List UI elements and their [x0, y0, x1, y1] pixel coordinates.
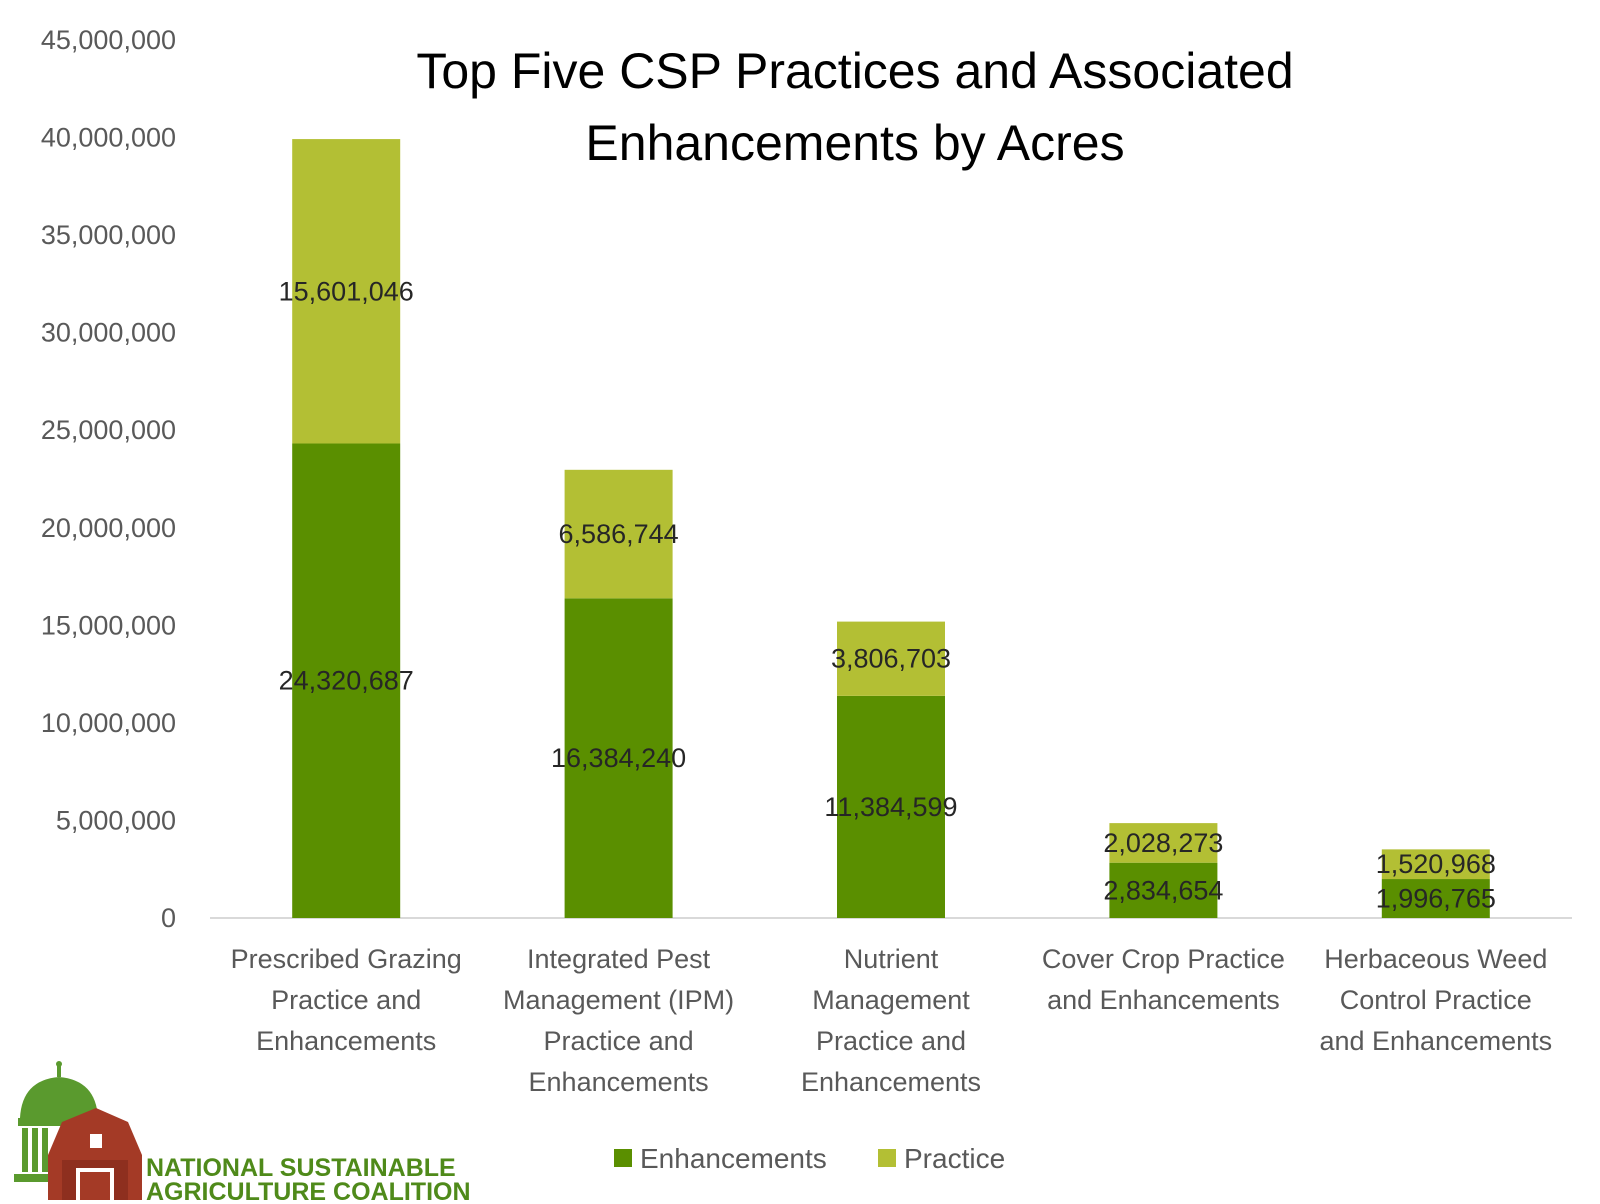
legend-item-practice: Practice [878, 1143, 1005, 1174]
y-axis: 0 5,000,000 10,000,000 15,000,000 20,000,000… [41, 25, 176, 933]
y-tick-label: 35,000,000 [41, 220, 176, 250]
bar-practice-5 [1381, 849, 1490, 880]
x-category-label-3: Nutrient [844, 944, 939, 974]
bar-enhancements-3 [837, 695, 945, 918]
x-categories: Prescribed Grazing Practice and Enhancemen… [231, 944, 1552, 1097]
y-tick-label: 10,000,000 [41, 708, 176, 738]
data-labels: 24,320,687 15,601,046 16,384,240 6,586,744 1… [279, 276, 1496, 913]
data-label-practice-2: 6,586,744 [559, 519, 679, 549]
x-category-label-5: Control Practice [1340, 985, 1532, 1015]
bar-enhancements-4 [1109, 862, 1218, 918]
x-category-label-1: Prescribed Grazing [231, 944, 462, 974]
y-tick-label: 45,000,000 [41, 25, 176, 55]
legend-item-enhancements: Enhancements [614, 1143, 827, 1174]
x-category-label-3: Enhancements [801, 1067, 981, 1097]
capitol-dome-icon [14, 1061, 100, 1182]
x-category-label-2: Practice and [544, 1026, 694, 1056]
bar-enhancements-5 [1381, 879, 1490, 918]
data-label-practice-3: 3,806,703 [831, 644, 951, 674]
y-tick-label: 40,000,000 [41, 123, 176, 153]
x-category-label-1: Practice and [271, 985, 421, 1015]
chart-title-line-2: Enhancements by Acres [585, 115, 1124, 171]
x-category-label-5: and Enhancements [1319, 1026, 1552, 1056]
nsac-logo: NATIONAL SUSTAINABLE AGRICULTURE COALITI… [14, 1061, 471, 1204]
data-label-enhancements-1: 24,320,687 [279, 666, 414, 696]
y-tick-label: 30,000,000 [41, 318, 176, 348]
x-category-label-2: Management (IPM) [503, 985, 734, 1015]
legend-swatch-enhancements [614, 1149, 632, 1167]
bar-enhancements-2 [564, 598, 673, 918]
x-category-label-5: Herbaceous Weed [1324, 944, 1547, 974]
legend: Enhancements Practice [614, 1143, 1005, 1174]
data-label-practice-5: 1,520,968 [1376, 849, 1496, 879]
data-label-practice-4: 2,028,273 [1103, 828, 1223, 858]
legend-label-enhancements: Enhancements [640, 1143, 827, 1174]
y-tick-label: 20,000,000 [41, 513, 176, 543]
x-category-label-2: Enhancements [529, 1067, 709, 1097]
bar-practice-1 [292, 139, 401, 444]
data-label-enhancements-5: 1,996,765 [1376, 884, 1496, 914]
y-tick-label: 25,000,000 [41, 415, 176, 445]
barn-icon [48, 1108, 142, 1200]
bars [292, 139, 1490, 918]
data-label-enhancements-3: 11,384,599 [824, 792, 957, 822]
x-category-label-4: and Enhancements [1047, 985, 1280, 1015]
legend-swatch-practice [878, 1149, 896, 1167]
data-label-enhancements-2: 16,384,240 [551, 743, 686, 773]
legend-label-practice: Practice [904, 1143, 1005, 1174]
bar-enhancements-1 [292, 443, 401, 918]
x-category-label-3: Management [812, 985, 970, 1015]
logo-text-line-2: AGRICULTURE COALITION [146, 1178, 471, 1204]
bar-practice-2 [564, 469, 673, 599]
y-tick-label: 15,000,000 [41, 610, 176, 640]
data-label-practice-1: 15,601,046 [279, 276, 414, 306]
x-category-label-1: Enhancements [256, 1026, 436, 1056]
y-tick-label: 5,000,000 [56, 805, 176, 835]
y-tick-label: 0 [161, 903, 176, 933]
logo-text-line-1: NATIONAL SUSTAINABLE [146, 1154, 456, 1182]
chart-title-line-1: Top Five CSP Practices and Associated [416, 43, 1293, 99]
data-label-enhancements-4: 2,834,654 [1103, 875, 1223, 905]
bar-practice-4 [1109, 823, 1218, 863]
x-category-label-4: Cover Crop Practice [1042, 944, 1285, 974]
x-category-label-2: Integrated Pest [527, 944, 711, 974]
bar-practice-3 [837, 621, 945, 696]
x-category-label-3: Practice and [816, 1026, 966, 1056]
